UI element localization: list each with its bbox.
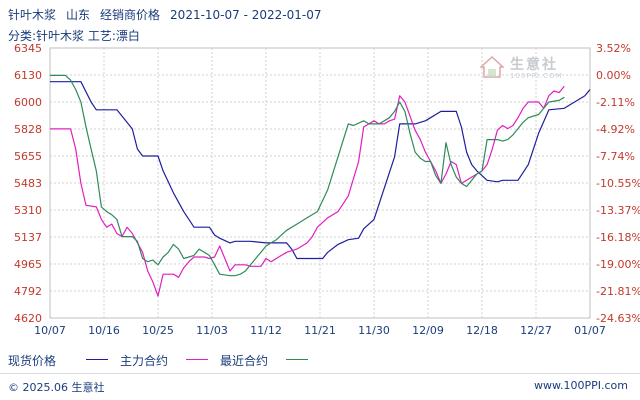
x-tick-label: 10/16	[88, 324, 120, 337]
chart-subtitle: 分类:针叶木浆 工艺:漂白	[8, 29, 140, 43]
y-left-tick-label: 5828	[14, 123, 42, 136]
y-left-tick-label: 5483	[14, 177, 42, 190]
y-right-tick-label: -2.11%	[596, 96, 635, 109]
chart-title: 针叶木浆 山东 经销商价格 2021-10-07 - 2022-01-07	[8, 6, 321, 23]
y-left-tick-label: 6345	[14, 42, 42, 55]
y-right-tick-label: -4.92%	[596, 123, 635, 136]
x-tick-label: 12/27	[520, 324, 552, 337]
title-product: 针叶木浆	[8, 8, 57, 22]
x-tick-label: 10/25	[142, 324, 174, 337]
y-right-tick-label: 0.00%	[596, 69, 631, 82]
x-tick-label: 11/03	[196, 324, 228, 337]
y-left-tick-label: 4965	[14, 258, 42, 271]
y-left-tick-label: 5137	[14, 231, 42, 244]
y-left-tick-label: 4792	[14, 285, 42, 298]
legend-recent-label: 最近合约	[220, 354, 269, 368]
x-tick-label: 11/30	[358, 324, 390, 337]
y-left-tick-label: 5655	[14, 150, 42, 163]
y-right-tick-label: -13.37%	[596, 204, 640, 217]
legend-main-swatch	[186, 359, 208, 360]
series-line-recent	[50, 74, 565, 277]
legend-spot-label: 现货价格	[8, 354, 57, 368]
x-tick-label: 11/21	[304, 324, 336, 337]
y-left-tick-label: 6000	[14, 96, 42, 109]
y-right-tick-label: -10.55%	[596, 177, 640, 190]
watermark-name: 生意社	[510, 57, 558, 73]
series-line-spot	[50, 81, 591, 260]
house-logo-icon	[480, 56, 504, 78]
footer-site-link[interactable]: www.100PPI.com	[534, 379, 628, 392]
title-date-range: 2021-10-07 - 2022-01-07	[170, 8, 322, 22]
x-tick-label: 11/12	[250, 324, 282, 337]
footer-divider	[0, 373, 640, 374]
title-region: 山东	[66, 8, 91, 22]
legend-main-label: 主力合约	[120, 354, 169, 368]
y-left-tick-label: 6130	[14, 69, 42, 82]
y-right-tick-label: 3.52%	[596, 42, 631, 55]
x-tick-label: 12/18	[466, 324, 498, 337]
legend-recent-swatch	[286, 359, 308, 360]
footer-copyright: © 2025.06 生意社	[8, 381, 105, 394]
y-right-tick-label: -24.63%	[596, 312, 640, 325]
y-left-tick-label: 4620	[14, 312, 42, 325]
title-price-type: 经销商价格	[100, 8, 161, 22]
y-right-tick-label: -7.74%	[596, 150, 635, 163]
y-right-tick-label: -16.18%	[596, 231, 640, 244]
y-left-tick-label: 5310	[14, 204, 42, 217]
x-tick-label: 01/07	[574, 324, 606, 337]
y-right-tick-label: -21.81%	[596, 285, 640, 298]
series-line-main	[50, 85, 565, 297]
x-tick-label: 10/07	[34, 324, 66, 337]
y-right-tick-label: -19.00%	[596, 258, 640, 271]
x-tick-label: 12/09	[412, 324, 444, 337]
legend-spot-swatch	[86, 359, 108, 360]
